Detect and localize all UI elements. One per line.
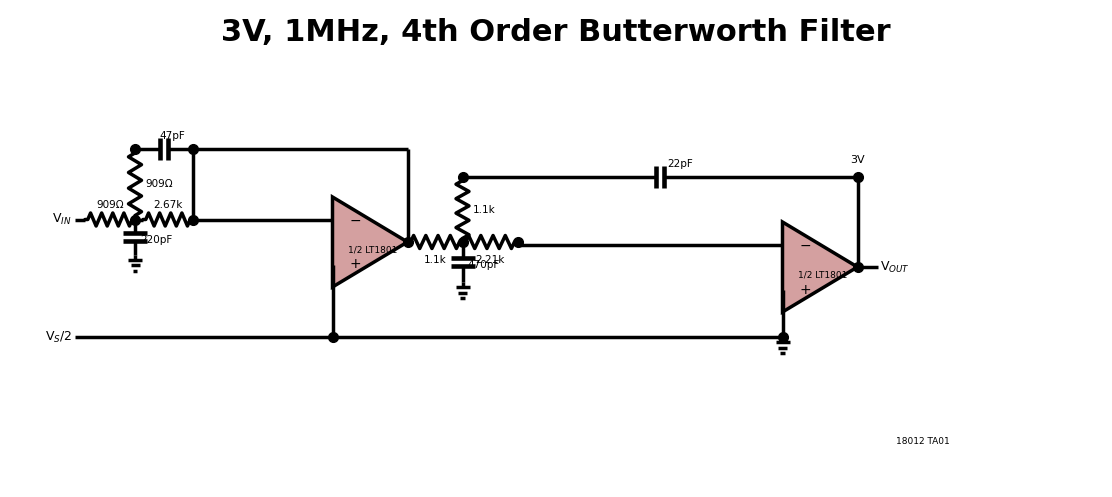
Polygon shape [783, 222, 857, 312]
Text: $-$: $-$ [798, 238, 811, 251]
Text: $+$: $+$ [349, 257, 361, 271]
Polygon shape [332, 197, 407, 287]
Text: V$_{S}$/2: V$_{S}$/2 [46, 330, 72, 344]
Text: V$_{OUT}$: V$_{OUT}$ [880, 259, 910, 274]
Text: 1/2 LT1801: 1/2 LT1801 [348, 246, 398, 254]
Text: 22pF: 22pF [667, 159, 693, 169]
Text: 470pF: 470pF [467, 260, 499, 270]
Text: 3V: 3V [851, 155, 865, 165]
Text: V$_{IN}$: V$_{IN}$ [52, 212, 72, 227]
Text: 1/2 LT1801: 1/2 LT1801 [798, 270, 847, 279]
Text: 47pF: 47pF [159, 131, 185, 141]
Text: 909Ω: 909Ω [96, 199, 123, 210]
Text: 909Ω: 909Ω [145, 179, 172, 189]
Text: 3V, 1MHz, 4th Order Butterworth Filter: 3V, 1MHz, 4th Order Butterworth Filter [221, 17, 891, 47]
Text: 18012 TA01: 18012 TA01 [896, 437, 950, 446]
Text: 1.1k: 1.1k [473, 204, 495, 215]
Text: 1.1k: 1.1k [424, 255, 446, 265]
Text: 220pF: 220pF [140, 235, 172, 245]
Text: 2.67k: 2.67k [153, 199, 182, 210]
Text: $+$: $+$ [798, 282, 811, 297]
Text: $-$: $-$ [349, 213, 361, 227]
Text: 2.21k: 2.21k [475, 255, 505, 265]
